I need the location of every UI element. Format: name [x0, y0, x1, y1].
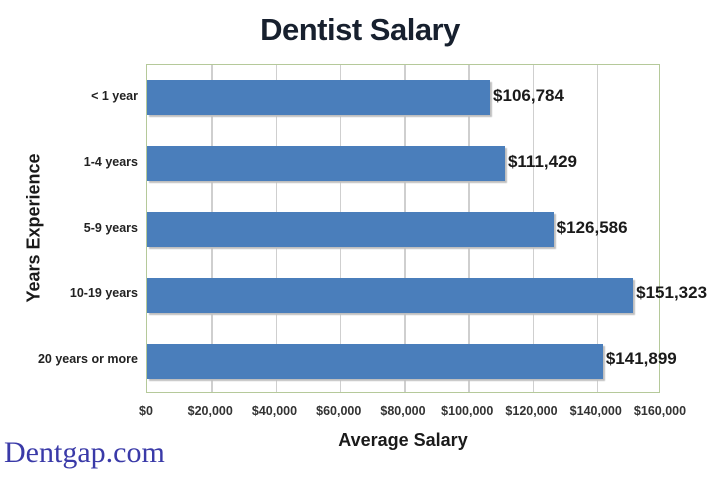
bar: [147, 343, 603, 379]
category-label: 1-4 years: [83, 154, 138, 169]
category-label: 10-19 years: [69, 286, 138, 301]
x-tick-label: $140,000: [569, 404, 622, 418]
category-label: < 1 year: [91, 88, 138, 103]
bar: [147, 277, 634, 313]
gridline: [596, 65, 599, 392]
x-tick-label: $80,000: [380, 404, 426, 418]
category-label: 20 years or more: [37, 352, 138, 367]
bar-value-label: $126,586: [556, 217, 628, 237]
x-tick-label: $40,000: [251, 404, 298, 418]
bar-value-label: $151,323: [636, 283, 708, 303]
x-tick-label: $0: [139, 404, 153, 418]
x-tick-label: $20,000: [187, 404, 233, 418]
x-tick-label: $120,000: [505, 404, 558, 418]
plot-area: [146, 64, 660, 393]
bar: [147, 80, 491, 116]
bar-value-label: $111,429: [507, 151, 577, 171]
x-tick-label: $60,000: [316, 404, 362, 418]
bar: [147, 146, 505, 182]
watermark-text: Dentgap.com: [4, 436, 165, 469]
x-tick-label: $160,000: [633, 404, 687, 418]
x-tick-label: $100,000: [441, 404, 494, 418]
bar: [147, 212, 554, 247]
chart-title: Dentist Salary: [260, 12, 460, 47]
category-label: 5-9 years: [83, 220, 138, 235]
bar-value-label: $141,899: [605, 349, 677, 369]
x-axis-label: Average Salary: [338, 430, 468, 450]
bar-value-label: $106,784: [493, 85, 564, 105]
y-axis-label: Years Experience: [23, 153, 44, 303]
